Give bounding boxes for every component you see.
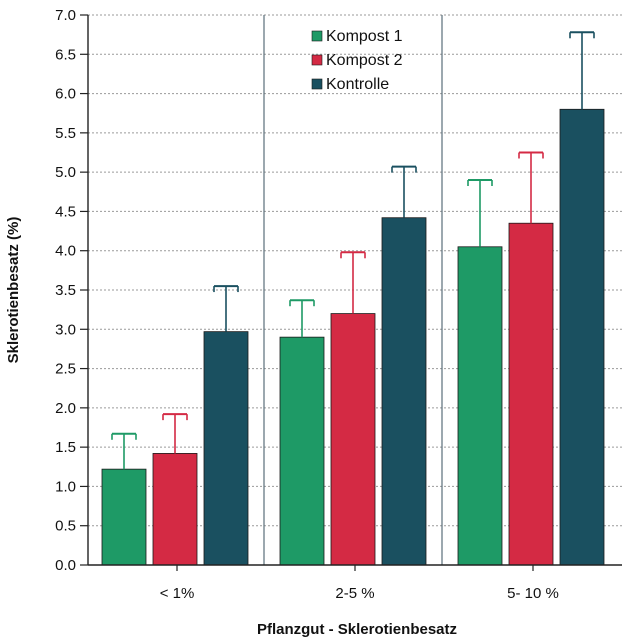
y-tick-label: 5.0: [55, 164, 76, 181]
legend-label: Kompost 1: [326, 28, 403, 45]
x-tick-label: 5- 10 %: [507, 585, 559, 602]
y-tick-label: 5.5: [55, 125, 76, 142]
x-axis-title: Pflanzgut - Sklerotienbesatz: [257, 621, 457, 638]
x-tick-label: 2-5 %: [335, 585, 374, 602]
y-tick-label: 4.0: [55, 243, 76, 260]
y-tick-label: 1.5: [55, 439, 76, 456]
bar: [203, 331, 249, 566]
legend-label: Kompost 2: [326, 52, 403, 69]
y-tick-label: 7.0: [55, 7, 76, 24]
bar: [330, 313, 376, 566]
legend-label: Kontrolle: [326, 76, 389, 93]
legend-swatch: [311, 54, 323, 66]
y-tick-label: 2.0: [55, 400, 76, 417]
bars: [101, 31, 605, 566]
legend-swatch: [311, 78, 323, 90]
x-tick-label: < 1%: [160, 585, 195, 602]
y-tick-label: 1.0: [55, 478, 76, 495]
y-tick-label: 2.5: [55, 361, 76, 378]
bar: [152, 453, 198, 566]
y-tick-label: 3.0: [55, 321, 76, 338]
bar: [559, 108, 605, 566]
y-axis-title: Sklerotienbesatz (%): [5, 217, 22, 364]
group-dividers: [263, 15, 443, 565]
y-tick-label: 0.5: [55, 518, 76, 535]
y-tick-label: 6.5: [55, 46, 76, 63]
y-tick-label: 6.0: [55, 86, 76, 103]
axes: 0.0 0.5 1.0 1.5 2.0 2.5 3.0 3.5 4.0 4.5 5.0 5.5 6.0 6…: [55, 7, 622, 602]
legend-swatch: [311, 30, 323, 42]
y-tick-label: 0.0: [55, 557, 76, 574]
y-tick-label: 3.5: [55, 282, 76, 299]
y-tick-label: 4.5: [55, 203, 76, 220]
bar: [279, 336, 325, 566]
bar: [457, 246, 503, 566]
bar: [381, 217, 427, 566]
bar: [508, 222, 554, 566]
legend: Kompost 1 Kompost 2 Kontrolle: [311, 28, 403, 93]
bar: [101, 468, 147, 566]
